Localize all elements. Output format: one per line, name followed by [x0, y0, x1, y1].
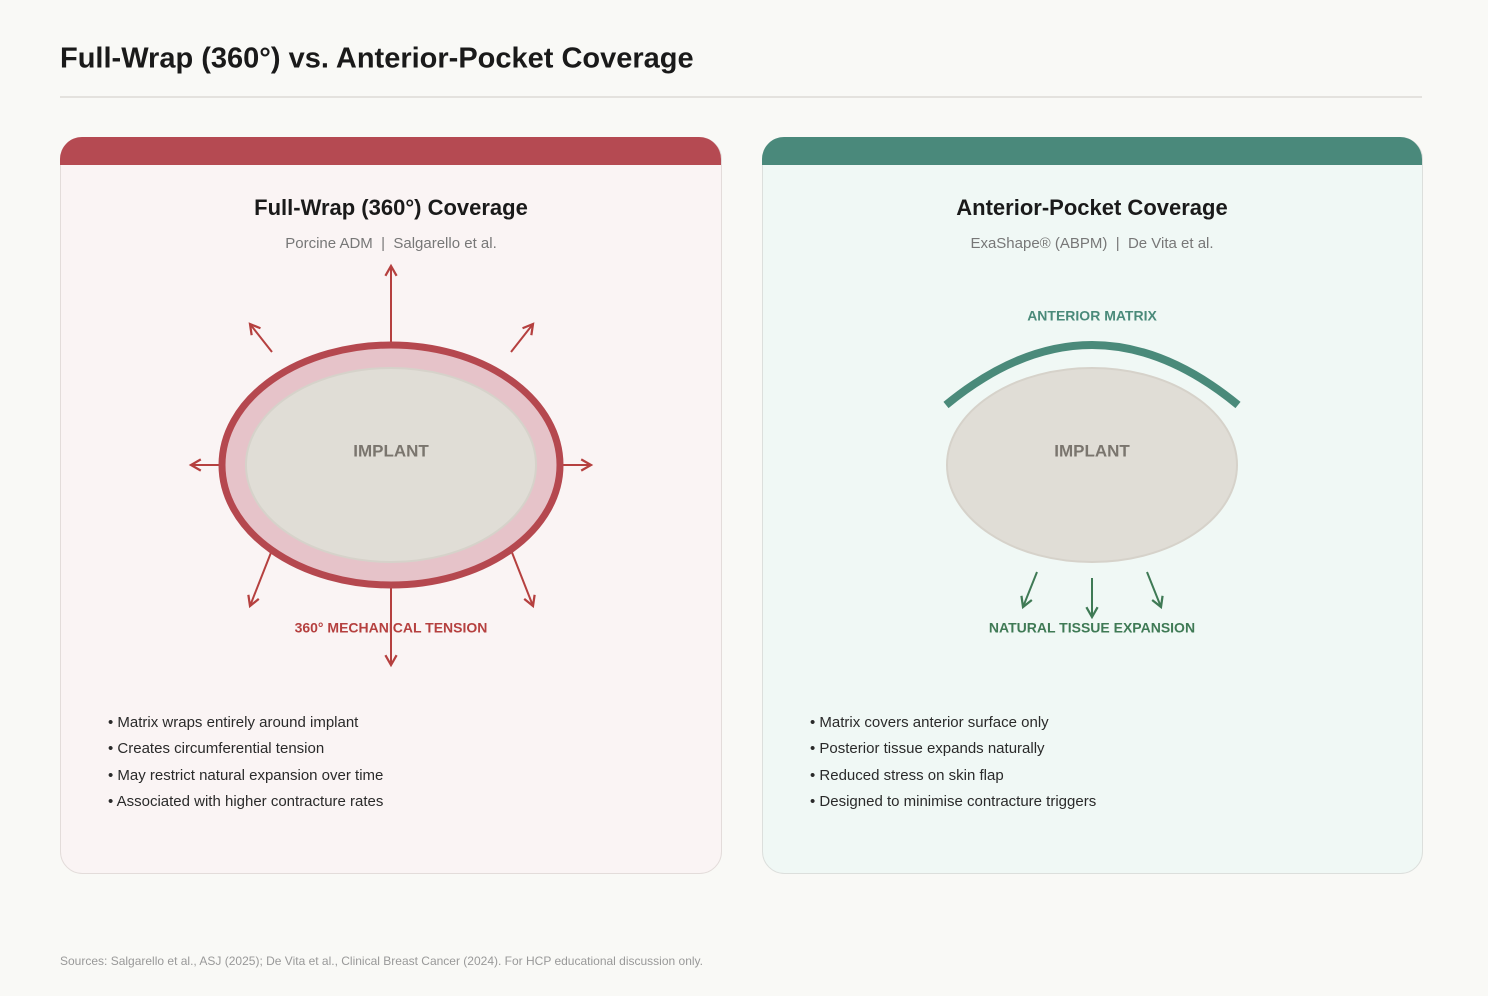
bullet: • Associated with higher contracture rat…	[108, 793, 383, 810]
annotation: NATURAL TISSUE EXPANSION	[989, 620, 1195, 636]
page-title: Full-Wrap (360°) vs. Anterior-Pocket Cov…	[60, 43, 694, 75]
panel-header	[762, 137, 1422, 165]
bullet: • Creates circumferential tension	[108, 740, 324, 757]
panel-title: Anterior-Pocket Coverage	[956, 195, 1227, 220]
annotation: ANTERIOR MATRIX	[1027, 308, 1157, 324]
implant-label: IMPLANT	[1054, 441, 1130, 460]
implant	[245, 367, 537, 563]
implant-label: IMPLANT	[353, 441, 429, 460]
expansion-arrows	[1020, 571, 1164, 620]
panel-header	[60, 137, 721, 165]
anterior-matrix	[943, 341, 1241, 409]
footer-sources: Sources: Salgarello et al., ASJ (2025); …	[60, 954, 703, 968]
bullet: • Matrix covers anterior surface only	[810, 714, 1049, 731]
panel: Anterior-Pocket Coverage ExaShape® (ABPM…	[762, 137, 1423, 874]
bullet: • May restrict natural expansion over ti…	[108, 767, 383, 784]
tension-arrows	[188, 263, 594, 668]
implant	[946, 367, 1238, 563]
annotation: 360° MECHANICAL TENSION	[295, 620, 488, 636]
bullet: • Posterior tissue expands naturally	[810, 740, 1045, 757]
panel-title: Full-Wrap (360°) Coverage	[254, 195, 528, 220]
panel: Full-Wrap (360°) Coverage Porcine ADM | …	[60, 137, 722, 874]
panel-subtitle: Porcine ADM | Salgarello et al.	[285, 235, 497, 252]
bullet: • Reduced stress on skin flap	[810, 767, 1004, 784]
bullet: • Matrix wraps entirely around implant	[108, 714, 359, 731]
panel-subtitle: ExaShape® (ABPM) | De Vita et al.	[970, 235, 1213, 252]
bullet: • Designed to minimise contracture trigg…	[810, 793, 1096, 810]
